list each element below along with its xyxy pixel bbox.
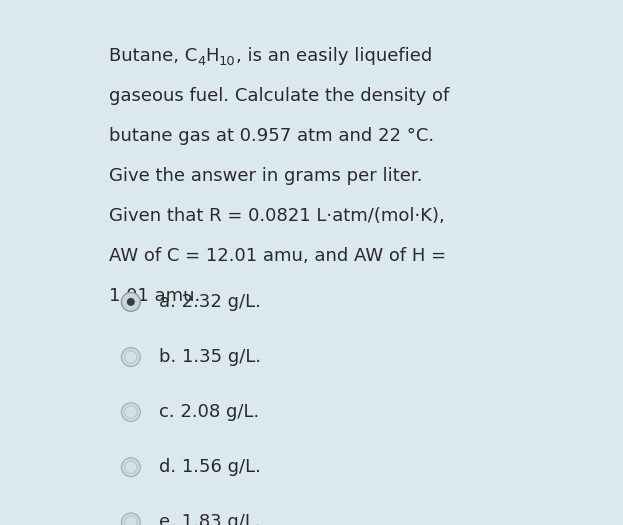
Text: AW of C = 12.01 amu, and AW of H =: AW of C = 12.01 amu, and AW of H =	[109, 247, 446, 265]
Ellipse shape	[121, 348, 140, 366]
Text: e. 1.83 g/L.: e. 1.83 g/L.	[159, 513, 260, 525]
Ellipse shape	[121, 458, 140, 477]
Text: d. 1.56 g/L.: d. 1.56 g/L.	[159, 458, 261, 476]
Text: H: H	[206, 47, 219, 65]
Text: b. 1.35 g/L.: b. 1.35 g/L.	[159, 348, 261, 366]
Text: a. 2.32 g/L.: a. 2.32 g/L.	[159, 293, 261, 311]
Ellipse shape	[127, 298, 135, 306]
Ellipse shape	[125, 461, 137, 474]
Ellipse shape	[121, 513, 140, 525]
Ellipse shape	[125, 351, 137, 363]
Ellipse shape	[121, 403, 140, 422]
Text: 10: 10	[219, 55, 235, 68]
Text: 1.01 amu.: 1.01 amu.	[109, 287, 200, 304]
Text: 4: 4	[197, 55, 206, 68]
Text: butane gas at 0.957 atm and 22 °C.: butane gas at 0.957 atm and 22 °C.	[109, 127, 434, 145]
Text: Butane, C: Butane, C	[109, 47, 197, 65]
Ellipse shape	[121, 292, 140, 311]
Text: Given that R = 0.0821 L·atm/(mol·K),: Given that R = 0.0821 L·atm/(mol·K),	[109, 207, 445, 225]
Ellipse shape	[125, 406, 137, 418]
Text: , is an easily liquefied: , is an easily liquefied	[235, 47, 432, 65]
Ellipse shape	[125, 516, 137, 525]
Text: Give the answer in grams per liter.: Give the answer in grams per liter.	[109, 167, 422, 185]
Text: c. 2.08 g/L.: c. 2.08 g/L.	[159, 403, 259, 421]
Text: gaseous fuel. Calculate the density of: gaseous fuel. Calculate the density of	[109, 87, 449, 105]
